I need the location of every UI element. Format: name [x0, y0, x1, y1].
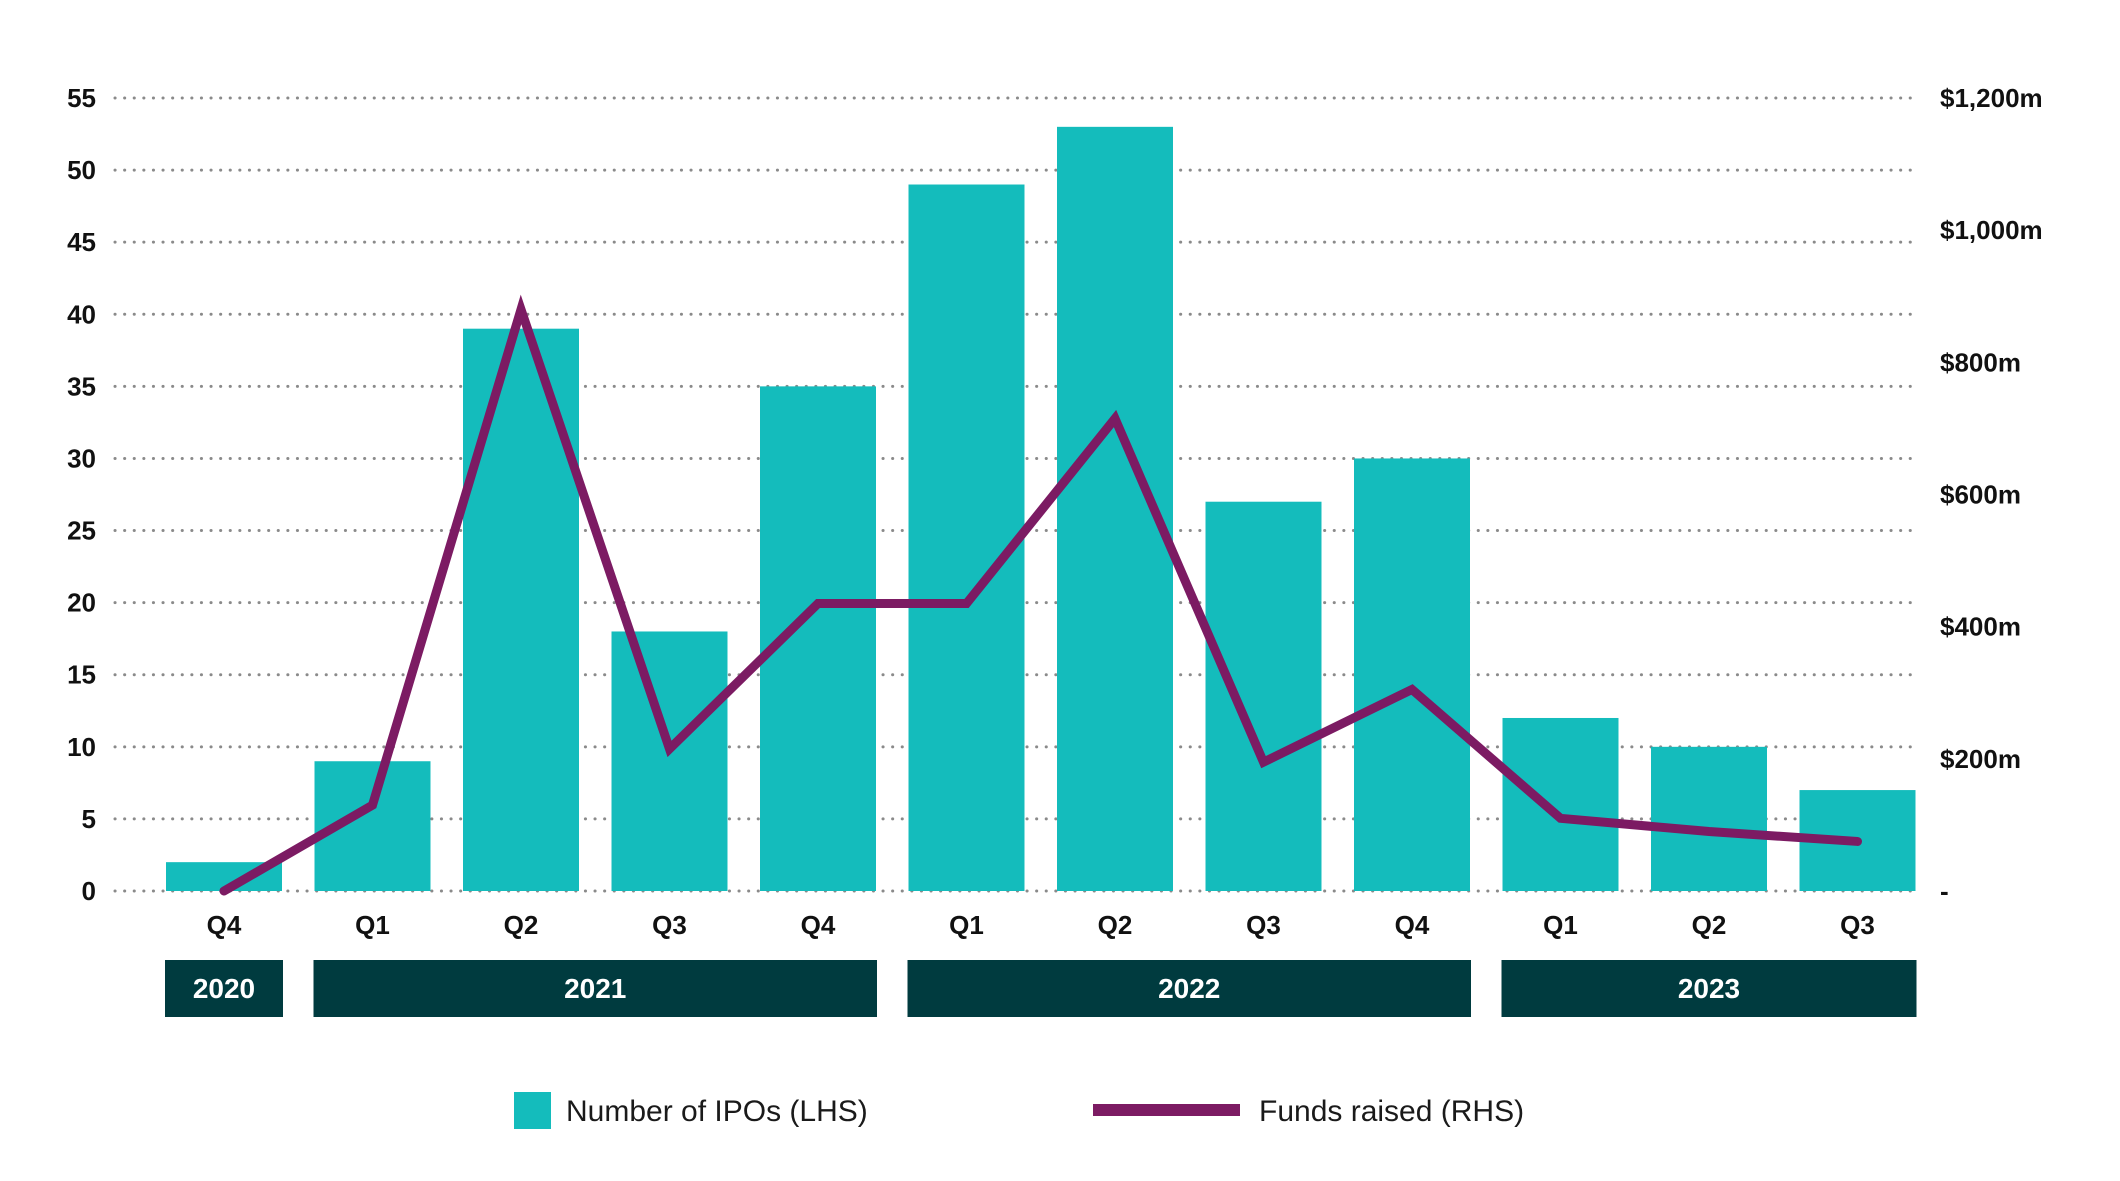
right-tick-label: $400m: [1940, 612, 2021, 642]
legend: Number of IPOs (LHS) Funds raised (RHS): [514, 1092, 1524, 1129]
category-label: Q4: [1395, 910, 1430, 940]
year-box: [907, 960, 1471, 1017]
bar: [1502, 717, 1619, 891]
category-label: Q1: [949, 910, 984, 940]
left-tick-label: 40: [67, 299, 96, 329]
left-tick-label: 50: [67, 155, 96, 185]
left-tick-label: 25: [67, 516, 96, 546]
right-tick-label: $1,000m: [1940, 215, 2043, 245]
year-box: [1501, 960, 1917, 1017]
year-box: [313, 960, 877, 1017]
left-tick-label: 35: [67, 371, 96, 401]
left-axis: 0 5 10 15 20 25 30 35 40 45 50 55: [67, 83, 96, 906]
category-label: Q3: [1246, 910, 1281, 940]
bar: [908, 184, 1025, 891]
year-label: 2022: [1158, 973, 1220, 1004]
left-tick-label: 5: [82, 804, 96, 834]
bar: [611, 631, 728, 891]
category-label: Q2: [1692, 910, 1727, 940]
bar: [1354, 458, 1470, 891]
category-label: Q3: [652, 910, 687, 940]
bar: [1651, 746, 1767, 891]
legend-swatch-bars: [514, 1092, 551, 1129]
category-label: Q3: [1840, 910, 1875, 940]
right-tick-label: -: [1940, 876, 1949, 906]
funds-line: [219, 294, 1862, 896]
category-label: Q1: [355, 910, 390, 940]
right-tick-label: $600m: [1940, 480, 2021, 510]
category-axis: Q4 Q1 Q2 Q3 Q4 Q1 Q2 Q3 Q4 Q1 Q2 Q3: [207, 910, 1875, 940]
left-tick-label: 0: [82, 876, 96, 906]
left-tick-label: 30: [67, 443, 96, 473]
category-label: Q1: [1543, 910, 1578, 940]
left-tick-label: 45: [67, 227, 96, 257]
funds-line-path: [219, 294, 1862, 896]
category-label: Q2: [504, 910, 539, 940]
right-tick-label: $1,200m: [1940, 83, 2043, 113]
year-label: 2021: [564, 973, 626, 1004]
category-label: Q4: [801, 910, 836, 940]
left-tick-label: 55: [67, 83, 96, 113]
category-label: Q4: [207, 910, 242, 940]
left-tick-label: 15: [67, 660, 96, 690]
bar: [463, 328, 579, 891]
right-tick-label: $200m: [1940, 744, 2021, 774]
left-tick-label: 10: [67, 732, 96, 762]
category-label: Q2: [1098, 910, 1133, 940]
year-label: 2020: [193, 973, 255, 1004]
year-box: [165, 960, 283, 1017]
legend-label-line: Funds raised (RHS): [1259, 1095, 1524, 1128]
right-axis: - $200m $400m $600m $800m $1,000m $1,200m: [1940, 83, 2043, 906]
bar: [1205, 501, 1322, 891]
left-tick-label: 20: [67, 588, 96, 618]
year-label: 2023: [1678, 973, 1740, 1004]
year-axis: 2020 2021 2022 2023: [165, 960, 1917, 1017]
legend-label-bars: Number of IPOs (LHS): [566, 1095, 868, 1128]
right-tick-label: $800m: [1940, 347, 2021, 377]
